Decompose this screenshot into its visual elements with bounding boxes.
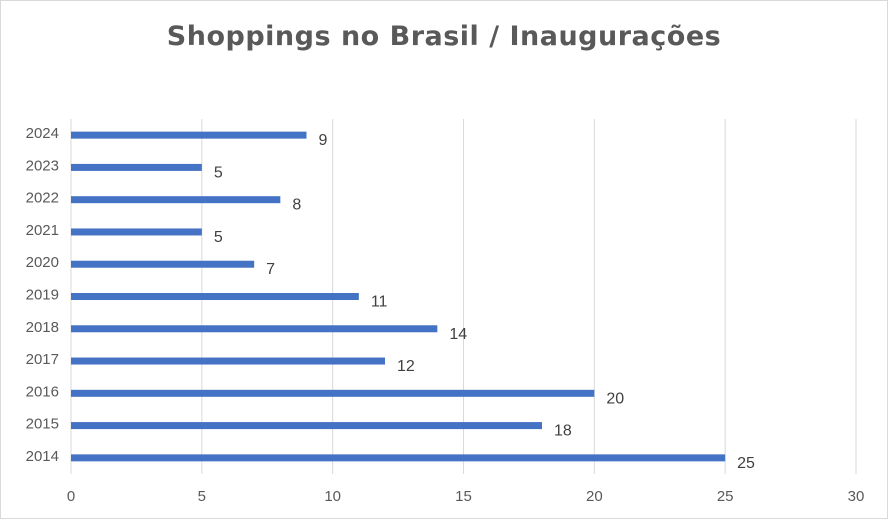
bar-2021 — [71, 228, 202, 236]
bar-2023 — [71, 163, 202, 171]
y-tick-label-2015: 2015 — [26, 416, 59, 433]
y-tick-label-2018: 2018 — [26, 319, 59, 336]
data-label-2024: 9 — [319, 132, 328, 149]
x-tick-label-0: 0 — [67, 488, 75, 505]
bar-2024 — [71, 131, 307, 139]
y-tick-label-2021: 2021 — [26, 222, 59, 239]
data-label-2014: 25 — [737, 455, 755, 472]
y-tick-label-2016: 2016 — [26, 383, 59, 400]
x-tick-label-10: 10 — [324, 488, 341, 505]
y-tick-label-2014: 2014 — [26, 448, 59, 465]
data-label-2023: 5 — [214, 164, 223, 181]
data-label-2020: 7 — [266, 261, 275, 278]
data-label-2015: 18 — [554, 423, 572, 440]
data-labels: 25 18 20 12 14 11 7 5 8 5 9 — [214, 132, 755, 472]
value-axis-labels: 0 5 10 15 20 25 30 — [67, 488, 865, 505]
bar-2014 — [71, 454, 726, 462]
x-tick-label-25: 25 — [717, 488, 734, 505]
bar-2020 — [71, 260, 255, 268]
bar-2022 — [71, 196, 281, 204]
y-tick-label-2020: 2020 — [26, 254, 59, 271]
data-label-2016: 20 — [606, 390, 624, 407]
bar-2017 — [71, 357, 385, 365]
bar-2015 — [71, 422, 542, 430]
y-tick-label-2022: 2022 — [26, 190, 59, 207]
data-label-2018: 14 — [449, 326, 467, 343]
y-tick-label-2024: 2024 — [26, 125, 59, 142]
y-tick-label-2023: 2023 — [26, 157, 59, 174]
x-tick-label-30: 30 — [848, 488, 865, 505]
category-axis-labels: 2014 2015 2016 2017 2018 2019 2020 2021 2022 2023… — [26, 125, 59, 465]
bar-2019 — [71, 293, 359, 300]
bars — [71, 131, 726, 462]
y-tick-label-2017: 2017 — [26, 351, 59, 368]
y-tick-label-2019: 2019 — [26, 287, 59, 304]
data-label-2022: 8 — [292, 197, 301, 214]
x-tick-label-15: 15 — [455, 488, 472, 505]
data-label-2017: 12 — [397, 358, 415, 375]
chart-title: Shoppings no Brasil / Inaugurações — [166, 21, 722, 52]
bar-2018 — [71, 325, 438, 333]
bar-2016 — [71, 389, 595, 397]
x-tick-label-5: 5 — [198, 488, 206, 505]
x-tick-label-20: 20 — [586, 488, 603, 505]
data-label-2021: 5 — [214, 229, 223, 246]
data-label-2019: 11 — [371, 294, 388, 311]
